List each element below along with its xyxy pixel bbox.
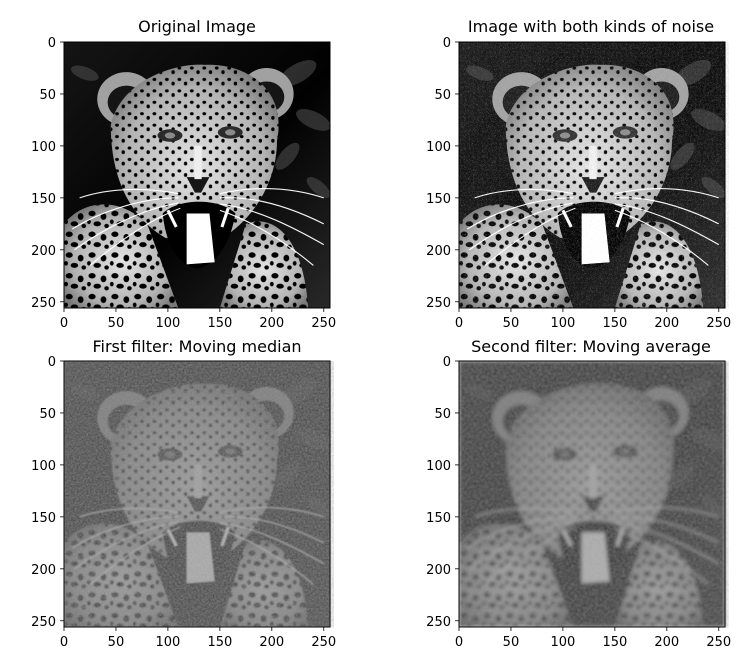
x-tick-label: 200 <box>259 316 284 331</box>
x-tick-label: 150 <box>207 635 232 650</box>
x-tick-label: 100 <box>155 635 180 650</box>
panel-title: First filter: Moving median <box>92 337 301 356</box>
panel-noisy: Image with both kinds of noise 0 50 100 150… <box>426 17 731 331</box>
leopard-image <box>64 42 334 308</box>
x-tick-label: 100 <box>550 316 575 331</box>
median-filtered-image <box>64 361 334 627</box>
y-tick-label: 100 <box>31 459 56 474</box>
y-tick-label: 0 <box>48 36 56 51</box>
x-tick-label: 200 <box>259 635 284 650</box>
x-tick-label: 150 <box>602 316 627 331</box>
x-tick-label: 50 <box>108 316 125 331</box>
y-tick-label: 100 <box>31 140 56 155</box>
x-tick-label: 50 <box>108 635 125 650</box>
x-tick-label: 0 <box>455 635 463 650</box>
image-frame <box>458 360 726 628</box>
panel-average: Second filter: Moving average 0 50 100 150 2… <box>426 337 731 650</box>
average-filtered-image <box>459 361 729 627</box>
x-tick-label: 50 <box>503 316 520 331</box>
x-tick-label: 250 <box>706 316 731 331</box>
y-tick-label: 150 <box>426 192 451 207</box>
x-tick-label: 250 <box>311 316 336 331</box>
panel-original: Original Image 0 50 100 150 200 250 0 50 100 150 2… <box>31 17 336 331</box>
y-tick-label: 50 <box>39 407 56 422</box>
x-tick-label: 250 <box>706 635 731 650</box>
y-tick-label: 250 <box>426 615 451 630</box>
x-tick-label: 150 <box>602 635 627 650</box>
y-tick-label: 250 <box>31 615 56 630</box>
y-tick-label: 200 <box>426 244 451 259</box>
y-tick-label: 200 <box>426 563 451 578</box>
y-tick-label: 250 <box>31 296 56 311</box>
noisy-leopard-image <box>459 42 729 308</box>
y-tick-label: 50 <box>39 88 56 103</box>
x-tick-label: 150 <box>207 316 232 331</box>
x-tick-label: 200 <box>654 316 679 331</box>
panel-title: Second filter: Moving average <box>471 337 711 356</box>
y-tick-label: 150 <box>31 192 56 207</box>
y-tick-label: 150 <box>31 511 56 526</box>
image-frame <box>63 360 331 628</box>
y-tick-label: 200 <box>31 244 56 259</box>
image-frame <box>63 41 331 309</box>
y-tick-label: 100 <box>426 459 451 474</box>
y-tick-label: 150 <box>426 511 451 526</box>
x-tick-label: 100 <box>550 635 575 650</box>
y-tick-label: 50 <box>434 407 451 422</box>
x-tick-label: 250 <box>311 635 336 650</box>
x-tick-label: 0 <box>60 316 68 331</box>
y-tick-label: 0 <box>443 355 451 370</box>
panel-median: First filter: Moving median 0 50 100 150 200… <box>31 337 336 650</box>
panel-title: Original Image <box>138 17 256 36</box>
image-frame <box>458 41 726 309</box>
x-tick-label: 100 <box>155 316 180 331</box>
y-tick-label: 100 <box>426 140 451 155</box>
y-tick-label: 50 <box>434 88 451 103</box>
x-tick-label: 200 <box>654 635 679 650</box>
y-tick-label: 200 <box>31 563 56 578</box>
y-tick-label: 0 <box>48 355 56 370</box>
x-tick-label: 50 <box>503 635 520 650</box>
y-tick-label: 250 <box>426 296 451 311</box>
y-tick-label: 0 <box>443 36 451 51</box>
x-tick-label: 0 <box>60 635 68 650</box>
x-tick-label: 0 <box>455 316 463 331</box>
panel-title: Image with both kinds of noise <box>468 17 714 36</box>
